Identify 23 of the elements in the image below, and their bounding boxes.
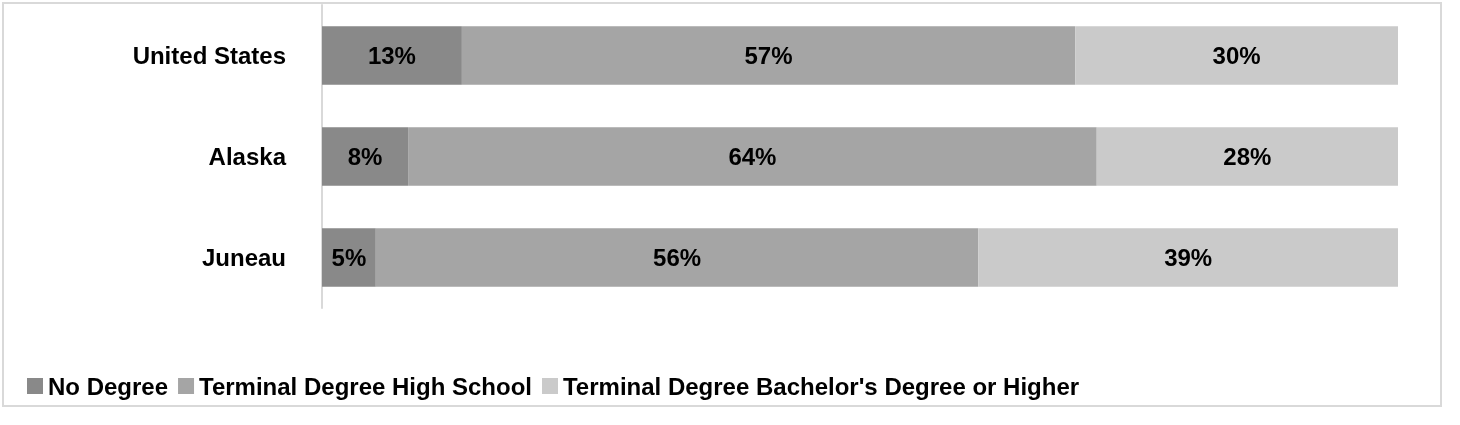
bar	[375, 228, 979, 287]
legend-label: Terminal Degree High School	[199, 372, 532, 400]
bar	[461, 26, 1076, 85]
bar	[1075, 26, 1398, 85]
data-label: 56%	[653, 244, 702, 271]
data-label: 30%	[1212, 42, 1261, 69]
y-tick-label: Juneau	[201, 244, 286, 271]
y-tick-label: United States	[132, 42, 286, 69]
data-label: 64%	[728, 143, 777, 170]
bar	[408, 127, 1097, 186]
bar	[978, 228, 1398, 287]
data-label: 5%	[331, 244, 367, 271]
data-label: 8%	[347, 143, 383, 170]
bar	[1096, 127, 1398, 186]
data-label: 28%	[1223, 143, 1272, 170]
legend-label: Terminal Degree Bachelor's Degree or Higher	[562, 372, 1080, 400]
data-label: 57%	[744, 42, 793, 69]
bar	[322, 127, 409, 186]
y-tick-label: Alaska	[208, 143, 287, 170]
data-label: 13%	[367, 42, 416, 69]
data-label: 39%	[1164, 244, 1213, 271]
bar	[322, 26, 462, 85]
legend-label: No Degree	[48, 372, 169, 400]
